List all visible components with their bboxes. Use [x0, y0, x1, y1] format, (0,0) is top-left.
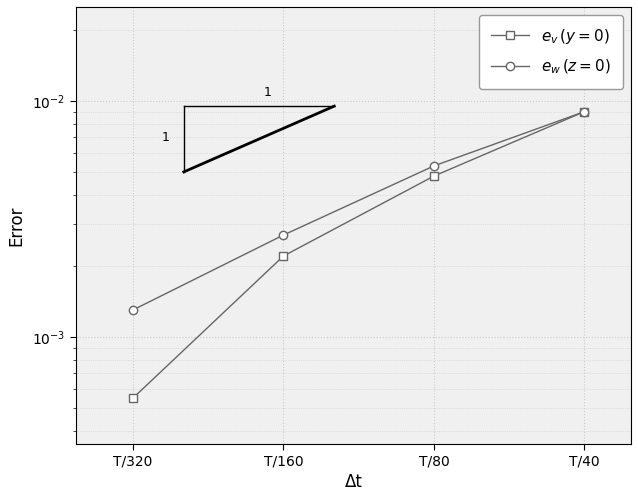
Y-axis label: Error: Error — [7, 206, 25, 246]
$e_v\,(y=0)$ — [279, 253, 287, 259]
X-axis label: Δt: Δt — [345, 473, 362, 491]
$e_w\,(z=0)$ — [581, 109, 588, 115]
$e_v\,(y=0)$ — [581, 109, 588, 115]
$e_v\,(y=0)$ — [430, 173, 438, 179]
Legend: $e_v\,(y=0)$, $e_w\,(z=0)$: $e_v\,(y=0)$, $e_w\,(z=0)$ — [478, 14, 623, 89]
Line: $e_w\,(z=0)$: $e_w\,(z=0)$ — [129, 108, 588, 314]
$e_w\,(z=0)$ — [279, 232, 287, 238]
$e_w\,(z=0)$ — [430, 163, 438, 169]
$e_v\,(y=0)$ — [129, 395, 137, 401]
Line: $e_v\,(y=0)$: $e_v\,(y=0)$ — [129, 108, 588, 402]
Text: 1: 1 — [161, 131, 170, 144]
Text: 1: 1 — [263, 86, 271, 99]
$e_w\,(z=0)$ — [129, 307, 137, 313]
